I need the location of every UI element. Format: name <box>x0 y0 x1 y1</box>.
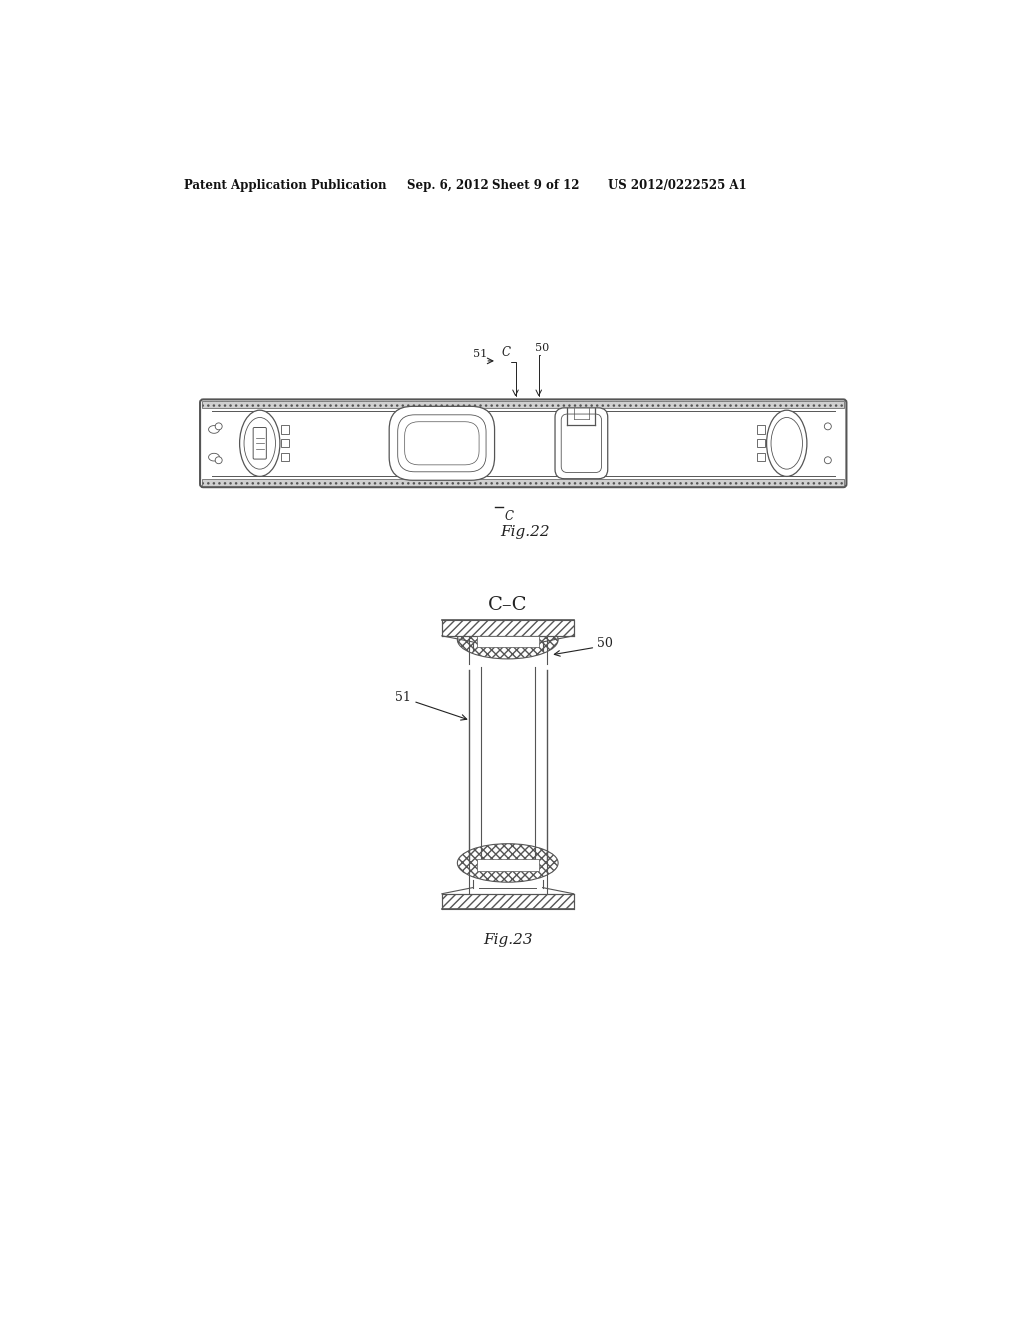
Text: Sheet 9 of 12: Sheet 9 of 12 <box>493 178 580 191</box>
Bar <box>442 894 573 909</box>
Text: C–C: C–C <box>488 597 527 614</box>
FancyBboxPatch shape <box>397 414 486 471</box>
FancyBboxPatch shape <box>389 407 495 480</box>
Text: C: C <box>502 346 511 359</box>
Text: C: C <box>505 511 514 523</box>
Ellipse shape <box>458 843 558 882</box>
Ellipse shape <box>240 411 280 477</box>
Text: 51: 51 <box>473 350 487 359</box>
FancyBboxPatch shape <box>253 428 266 459</box>
Bar <box>477 859 539 871</box>
Text: Fig.23: Fig.23 <box>483 933 532 946</box>
Text: Sep. 6, 2012: Sep. 6, 2012 <box>407 178 488 191</box>
Ellipse shape <box>771 417 803 469</box>
Circle shape <box>824 457 831 463</box>
Text: Fig.22: Fig.22 <box>500 525 550 539</box>
Bar <box>203 401 844 408</box>
Bar <box>442 620 573 636</box>
Text: 51: 51 <box>395 690 411 704</box>
FancyBboxPatch shape <box>200 400 847 487</box>
FancyBboxPatch shape <box>404 422 479 465</box>
Bar <box>477 636 539 647</box>
Circle shape <box>215 422 222 430</box>
Ellipse shape <box>458 620 558 659</box>
Text: US 2012/0222525 A1: US 2012/0222525 A1 <box>608 178 748 191</box>
Bar <box>203 479 844 486</box>
FancyBboxPatch shape <box>555 408 607 479</box>
Text: 50: 50 <box>597 638 612 649</box>
Circle shape <box>215 457 222 463</box>
Ellipse shape <box>767 411 807 477</box>
Circle shape <box>824 422 831 430</box>
Text: Patent Application Publication: Patent Application Publication <box>183 178 386 191</box>
FancyBboxPatch shape <box>561 414 601 473</box>
Text: 50: 50 <box>535 343 549 354</box>
Ellipse shape <box>244 417 275 469</box>
